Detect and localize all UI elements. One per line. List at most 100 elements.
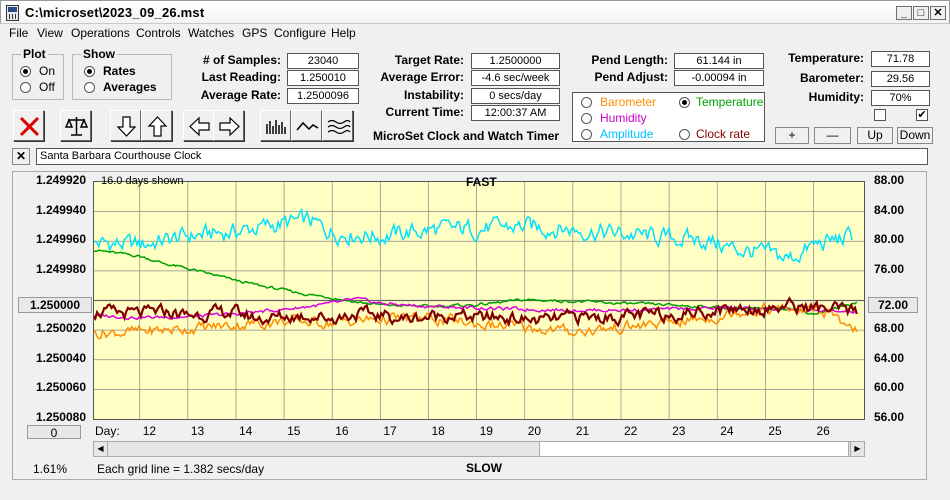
minimize-button[interactable]: _	[896, 6, 912, 20]
right-tick-label: 68.00	[874, 321, 905, 336]
menu-gps[interactable]: GPS	[242, 26, 268, 40]
arrow-down-icon	[116, 116, 137, 137]
day-tick-label: 20	[527, 424, 542, 438]
amplitude-legend-label: Amplitude	[600, 127, 654, 141]
minus-button[interactable]: —	[814, 127, 851, 144]
menu-file[interactable]: File	[9, 26, 29, 40]
wave-plot-button[interactable]	[322, 110, 353, 141]
barometer-label: Barometer:	[799, 71, 864, 85]
clock-name-field[interactable]: Santa Barbara Courthouse Clock	[36, 148, 928, 165]
clear-name-button[interactable]: ✕	[12, 148, 30, 165]
last-reading-label: Last Reading:	[201, 70, 281, 84]
pend-length-field: 61.144 in	[674, 53, 764, 69]
show-rates-label: Rates	[103, 64, 136, 78]
pend-length-label: Pend Length:	[591, 53, 668, 67]
balance-button[interactable]	[60, 110, 91, 141]
barometer-radio[interactable]	[581, 97, 592, 108]
plot-group-title: Plot	[21, 47, 48, 61]
right-tick-label: 88.00	[874, 173, 905, 187]
arrow-down-button[interactable]	[110, 110, 141, 141]
maximize-button[interactable]: □	[913, 6, 929, 20]
series-line-clock-rate	[94, 296, 858, 328]
close-button[interactable]: ✕	[930, 6, 946, 20]
plot-off-label: Off	[39, 80, 55, 94]
clock-rate-radio[interactable]	[679, 129, 690, 140]
average-rate-field: 1.2500096	[287, 88, 359, 104]
right-tick-label: 56.00	[874, 410, 905, 424]
average-rate-label: Average Rate:	[200, 88, 281, 102]
scroll-right-icon[interactable]: ▶	[850, 442, 864, 456]
days-shown-label: 16.0 days shown	[101, 175, 184, 187]
arrow-left-button[interactable]	[183, 110, 214, 141]
left-checkbox[interactable]	[874, 109, 886, 121]
grid-note-label: Each grid line = 1.382 secs/day	[97, 462, 265, 476]
center-value-box[interactable]: 72.00	[868, 297, 918, 313]
samples-label: # of Samples:	[202, 53, 281, 67]
temperature-field: 71.78	[871, 51, 930, 67]
instability-label: Instability:	[403, 88, 464, 102]
show-rates-radio[interactable]	[84, 66, 95, 77]
arrow-up-button[interactable]	[141, 110, 172, 141]
plot-off-radio[interactable]	[20, 82, 31, 93]
scroll-thumb[interactable]	[539, 442, 849, 456]
center-rate-box[interactable]: 1.250000	[18, 297, 92, 313]
balance-scale-icon	[64, 117, 89, 136]
left-tick-label: 1.250080	[35, 410, 86, 424]
percent-label: 1.61%	[33, 462, 68, 476]
samples-field: 23040	[287, 53, 359, 69]
down-button[interactable]: Down	[897, 127, 933, 144]
window-title: C:\microset\2023_09_26.mst	[25, 5, 205, 20]
humidity-radio[interactable]	[581, 113, 592, 124]
barometer-field: 29.56	[871, 71, 930, 87]
day-tick-label: 14	[238, 424, 253, 438]
plot-on-radio[interactable]	[20, 66, 31, 77]
left-tick-label: 1.249940	[35, 202, 86, 217]
menu-controls[interactable]: Controls	[136, 26, 181, 40]
series-line-temperature	[94, 249, 858, 316]
horizontal-scrollbar[interactable]: ◀ ▶	[93, 441, 865, 457]
menu-operations[interactable]: Operations	[71, 26, 130, 40]
amplitude-radio[interactable]	[581, 129, 592, 140]
menu-configure[interactable]: Configure	[274, 26, 327, 40]
plus-button[interactable]: +	[775, 127, 809, 144]
instability-field: 0 secs/day	[471, 88, 560, 104]
show-averages-radio[interactable]	[84, 82, 95, 93]
bar-plot-button[interactable]	[260, 110, 291, 141]
scroll-offset-box[interactable]: 0	[27, 425, 81, 440]
right-tick-label: 64.00	[874, 350, 905, 365]
scroll-left-icon[interactable]: ◀	[94, 442, 108, 456]
clock-rate-legend-label: Clock rate	[696, 127, 751, 141]
line-plot-button[interactable]	[291, 110, 322, 141]
plot-group: Plot On Off	[12, 47, 64, 100]
day-tick-label: 26	[816, 424, 830, 438]
right-checkbox[interactable]: ✔	[916, 109, 928, 121]
app-caption: MicroSet Clock and Watch Timer	[373, 129, 560, 143]
current-time-field: 12:00:37 AM	[471, 105, 560, 121]
day-tick-label: 17	[383, 424, 397, 438]
left-tick-label: 1.249980	[35, 261, 86, 276]
show-averages-label: Averages	[103, 80, 157, 94]
day-tick-label: 19	[479, 424, 493, 438]
series-line-humidity	[94, 296, 858, 321]
pend-adjust-field: -0.00094 in	[674, 70, 764, 86]
menu-view[interactable]: View	[37, 26, 63, 40]
arrow-right-button[interactable]	[213, 110, 244, 141]
series-legend: Barometer Temperature Humidity Amplitude…	[572, 92, 765, 142]
arrow-left-icon	[189, 116, 210, 137]
average-error-label: Average Error:	[380, 70, 464, 84]
temperature-radio[interactable]	[679, 97, 690, 108]
fast-label: FAST	[466, 175, 497, 189]
right-tick-label: 60.00	[874, 380, 905, 395]
humidity-label: Humidity:	[808, 90, 864, 104]
right-tick-label: 84.00	[874, 202, 905, 217]
temperature-legend-label: Temperature	[696, 95, 764, 109]
menu-watches[interactable]: Watches	[188, 26, 235, 40]
plot-area	[93, 181, 865, 420]
up-button[interactable]: Up	[857, 127, 893, 144]
stop-button[interactable]	[13, 110, 44, 141]
bar-graph-icon	[266, 120, 286, 134]
left-tick-label: 1.250020	[35, 321, 86, 336]
day-axis-label: Day:	[95, 424, 120, 438]
day-tick-label: 12	[142, 424, 157, 438]
menu-help[interactable]: Help	[331, 26, 356, 40]
